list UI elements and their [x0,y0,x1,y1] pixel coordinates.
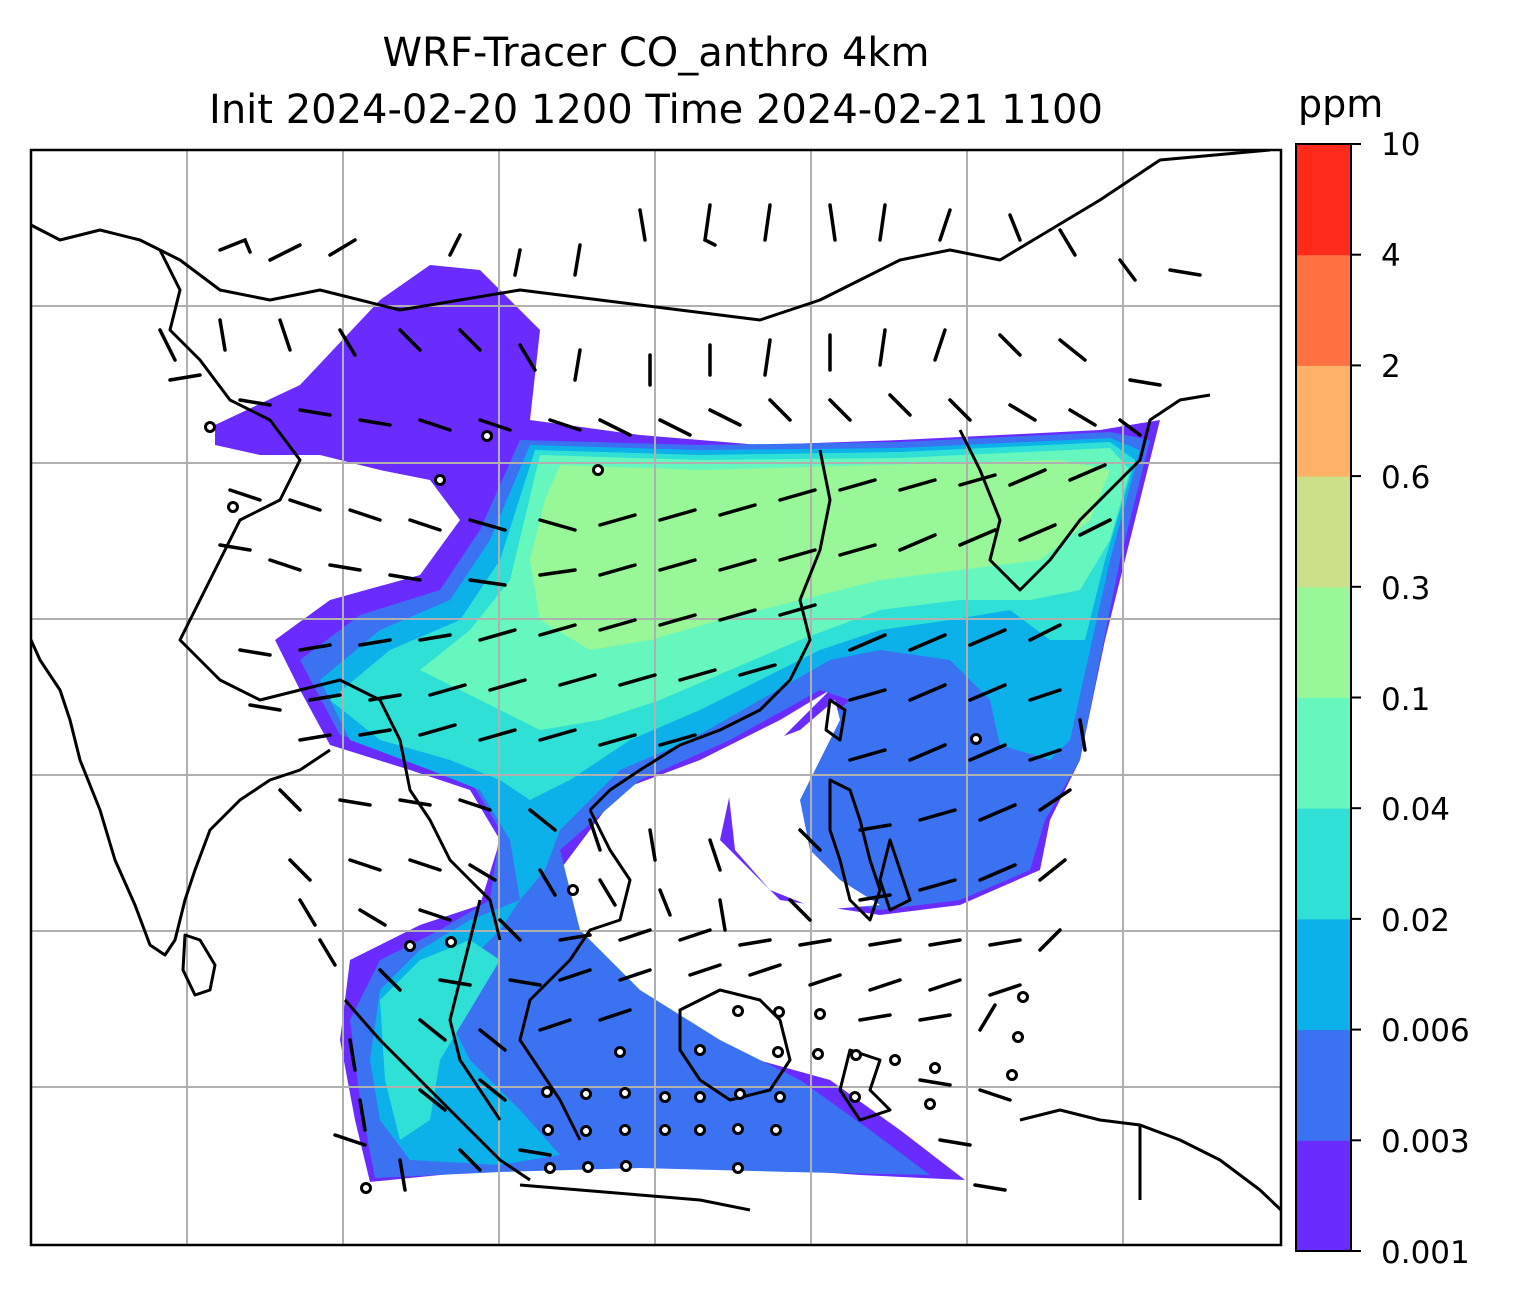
china-coast [588,449,832,812]
colorbar-tick-label: 4 [1381,238,1401,274]
sulawesi [838,1048,892,1122]
asia-north-border [31,150,1271,322]
hole-south-china-sea [725,700,880,910]
colorbar-band [1296,586,1351,698]
colorbar-band [1296,1029,1351,1141]
colorbar-band [1296,254,1351,366]
colorbar-tick-label: 0.001 [1381,1235,1470,1271]
map-gridlines [31,150,1281,1245]
coastlines [31,150,1281,1212]
colorbar-band [1296,144,1351,256]
colorbar-tick-label: 0.3 [1381,571,1431,607]
new-guinea [1019,1108,1281,1212]
sri-lanka [181,933,217,997]
co-concentration-field [215,265,1160,1182]
korea-japan [958,393,1211,592]
colorbar-tick-label: 10 [1381,127,1421,163]
malay-peninsula [448,899,502,1121]
colorbar-tick-label: 2 [1381,349,1401,385]
colorbar-band [1296,918,1351,1031]
colorbar-tick-label: 0.1 [1381,682,1431,718]
taiwan [824,698,847,742]
colorbar-unit-label: ppm [1298,82,1384,126]
colorbar-tick-label: 0.04 [1381,792,1451,828]
borneo [678,988,792,1102]
philippines [828,778,912,922]
colorbar-tick-label: 0.003 [1381,1124,1470,1160]
plume-lightgreen [530,460,1110,650]
india-coast [31,639,331,957]
java [519,1183,751,1212]
colorbar-band [1296,476,1351,588]
colorbar-tick-label: 0.6 [1381,460,1431,496]
calm-wind-markers [204,421,1029,1194]
colorbar-band [1296,1140,1351,1252]
map-frame [29,148,1283,1247]
map-title-line1: WRF-Tracer CO_anthro 4km [382,30,930,76]
map-plot-area [31,150,1281,1245]
wind-barbs [158,203,1202,1192]
colorbar-tick-label: 0.02 [1381,903,1451,939]
colorbar [1295,143,1361,1252]
indochina-coast [518,809,632,1141]
colorbar-band [1296,365,1351,477]
sumatra [343,999,531,1182]
colorbar-band [1296,808,1351,920]
colorbar-band [1296,697,1351,809]
china-border-west [158,249,502,941]
map-title-line2: Init 2024-02-20 1200 Time 2024-02-21 110… [209,87,1103,133]
colorbar-tick-label: 0.006 [1381,1013,1470,1049]
